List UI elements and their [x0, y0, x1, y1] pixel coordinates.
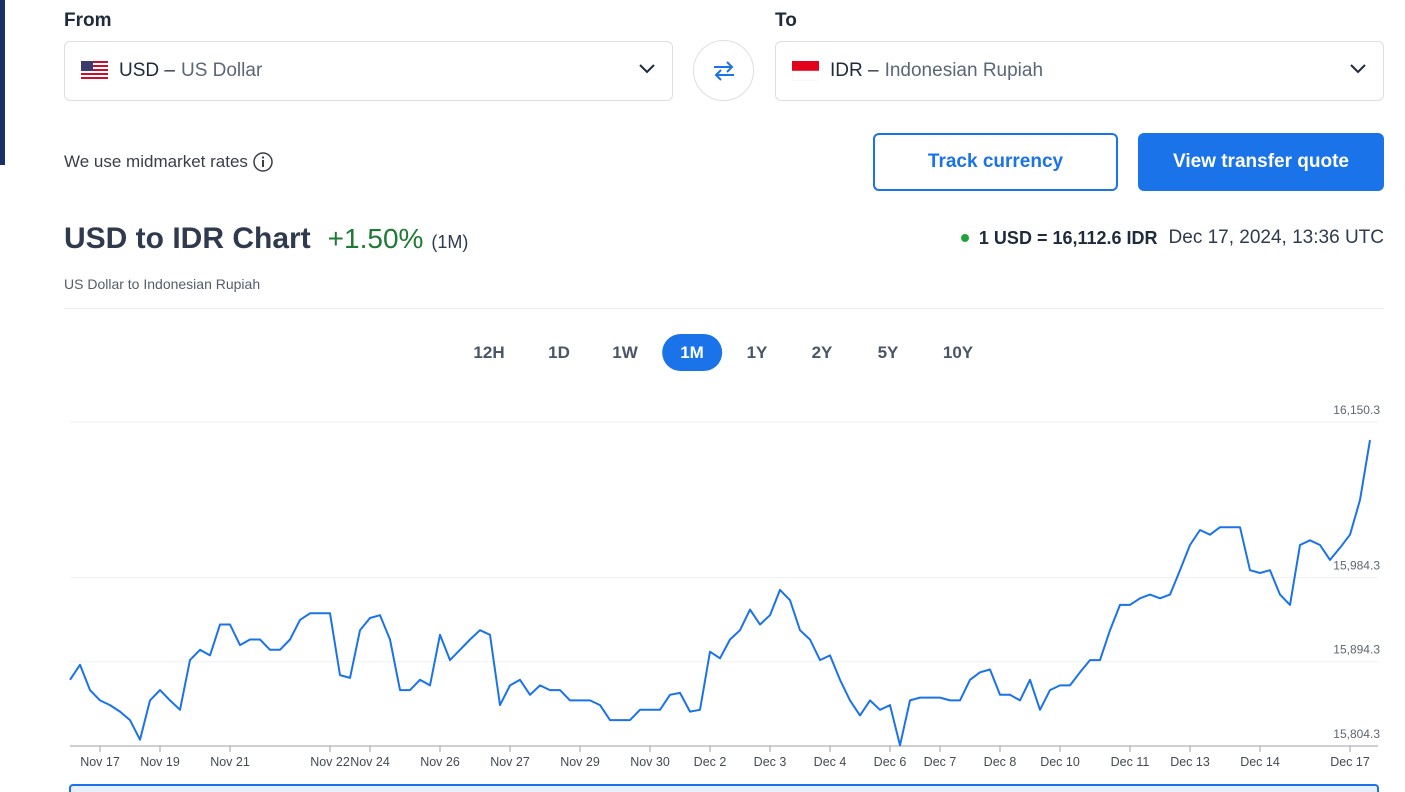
chevron [639, 64, 655, 74]
x-tick-label: Dec 7 [924, 755, 957, 769]
info-icon[interactable] [252, 151, 274, 173]
to-label: To [775, 10, 797, 31]
range-tab[interactable]: 10Y [942, 342, 974, 362]
rate-line [69, 439, 1371, 747]
x-tick-label: Dec 14 [1240, 755, 1280, 769]
x-tick-label: Nov 17 [80, 755, 120, 769]
side-strip [0, 0, 5, 165]
x-tick-label: Nov 21 [210, 755, 250, 769]
quote-button[interactable]: View transfer quote [1138, 133, 1384, 191]
rates-note: We use midmarket rates [64, 151, 274, 173]
x-tick-label: Dec 17 [1330, 755, 1370, 769]
x-tick-label: Nov 26 [420, 755, 460, 769]
y-tick-label: 15,804.3 [1333, 727, 1380, 741]
to-name: Indonesian Rupiah [884, 60, 1044, 81]
y-tick-label: 16,150.3 [1333, 403, 1380, 417]
swap-button[interactable] [693, 40, 754, 101]
note-text: We use midmarket rates [64, 152, 248, 171]
track-button[interactable]: Track currency [873, 133, 1118, 191]
us-flag [81, 61, 108, 81]
change: +1.50% [327, 223, 424, 254]
x-tick-label: Dec 2 [694, 755, 727, 769]
y-tick-label: 15,984.3 [1333, 558, 1380, 572]
rate: 1 USD = 16,112.6 IDR [978, 227, 1158, 248]
rate-info: 1 USD = 16,112.6 IDR Dec 17, 2024, 13:36… [960, 227, 1384, 249]
from-name: US Dollar [180, 60, 263, 81]
x-tick-label: Nov 29 [560, 755, 600, 769]
x-tick-label: Nov 19 [140, 755, 180, 769]
range-tab[interactable]: 1M [662, 334, 722, 371]
from-select[interactable]: USD – US Dollar [64, 41, 673, 101]
x-tick-label: Dec 6 [874, 755, 907, 769]
x-tick-label: Dec 13 [1170, 755, 1210, 769]
timestamp: Dec 17, 2024, 13:36 UTC [1168, 227, 1384, 248]
period: (1M) [431, 232, 469, 252]
to-select[interactable]: IDR – Indonesian Rupiah [775, 41, 1384, 101]
range-tab[interactable]: 1Y [746, 342, 768, 362]
y-tick-label: 15,894.3 [1333, 643, 1380, 657]
range-tab[interactable]: 1D [548, 342, 570, 362]
chevron [1350, 64, 1366, 74]
divider [64, 308, 1384, 309]
to-code: IDR – [830, 60, 879, 81]
from-label: From [64, 10, 112, 31]
x-tick-label: Dec 11 [1111, 755, 1150, 769]
id-flag [792, 61, 819, 81]
navigator [69, 784, 1379, 792]
x-tick-label: Dec 10 [1040, 755, 1080, 769]
x-tick-label: Nov 30 [630, 755, 670, 769]
x-tick-label: Dec 4 [814, 755, 847, 769]
x-tick-label: Nov 27 [490, 755, 530, 769]
x-tick-label: Dec 3 [754, 755, 787, 769]
chart-heading: USD to IDR Chart +1.50% (1M) [64, 222, 468, 256]
range-tab[interactable]: 1W [612, 342, 638, 362]
range-tab[interactable]: 2Y [811, 342, 833, 362]
range-tab[interactable]: 12H [473, 342, 505, 362]
subtitle: US Dollar to Indonesian Rupiah [64, 276, 261, 292]
from-code: USD – [119, 60, 175, 81]
x-tick-label: Dec 8 [984, 755, 1017, 769]
swap-icon [713, 60, 734, 81]
x-tick-label: Nov 24 [350, 755, 390, 769]
x-tick-label: Nov 22 [310, 755, 350, 769]
range-tab[interactable]: 5Y [877, 342, 899, 362]
chart-title: USD to IDR Chart [64, 222, 311, 255]
live-dot [960, 234, 969, 242]
